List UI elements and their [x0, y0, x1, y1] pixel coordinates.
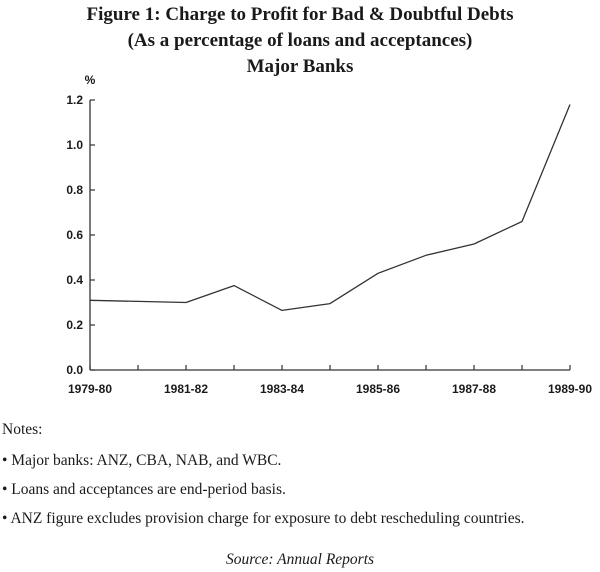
note-item: • Major banks: ANZ, CBA, NAB, and WBC. — [2, 452, 282, 469]
x-tick-label: 1981-82 — [164, 382, 208, 396]
chart-subtitle: (As a percentage of loans and acceptance… — [127, 30, 473, 51]
y-tick-label: 1.0 — [66, 138, 83, 152]
note-item: • ANZ figure excludes provision charge f… — [2, 510, 525, 527]
y-tick-label: 0.4 — [66, 273, 83, 287]
chart-subtitle-banks: Major Banks — [246, 56, 354, 77]
x-tick-label: 1989-90 — [548, 382, 592, 396]
line-chart: % 0.0 0.2 0.4 0.6 0.8 1.0 1.2 1979-80 1981-82 19… — [66, 73, 592, 396]
y-tick-label: 0.6 — [66, 228, 83, 242]
series-line-major-banks — [89, 104, 571, 312]
y-tick-label: 0.0 — [66, 363, 83, 377]
source-note: Source: Annual Reports — [225, 551, 375, 568]
notes-heading: Notes: — [2, 421, 43, 438]
chart-title: Figure 1: Charge to Profit for Bad & Dou… — [86, 4, 514, 25]
x-tick-label: 1985-86 — [356, 382, 400, 396]
y-axis-label: % — [85, 73, 96, 87]
x-tick-label: 1979-80 — [68, 382, 112, 396]
y-tick-label: 0.2 — [66, 318, 83, 332]
y-tick-label: 1.2 — [66, 93, 83, 107]
note-item: • Loans and acceptances are end-period b… — [2, 481, 286, 498]
x-tick-label: 1987-88 — [452, 382, 496, 396]
x-tick-label: 1983-84 — [260, 382, 304, 396]
y-tick-label: 0.8 — [66, 183, 83, 197]
